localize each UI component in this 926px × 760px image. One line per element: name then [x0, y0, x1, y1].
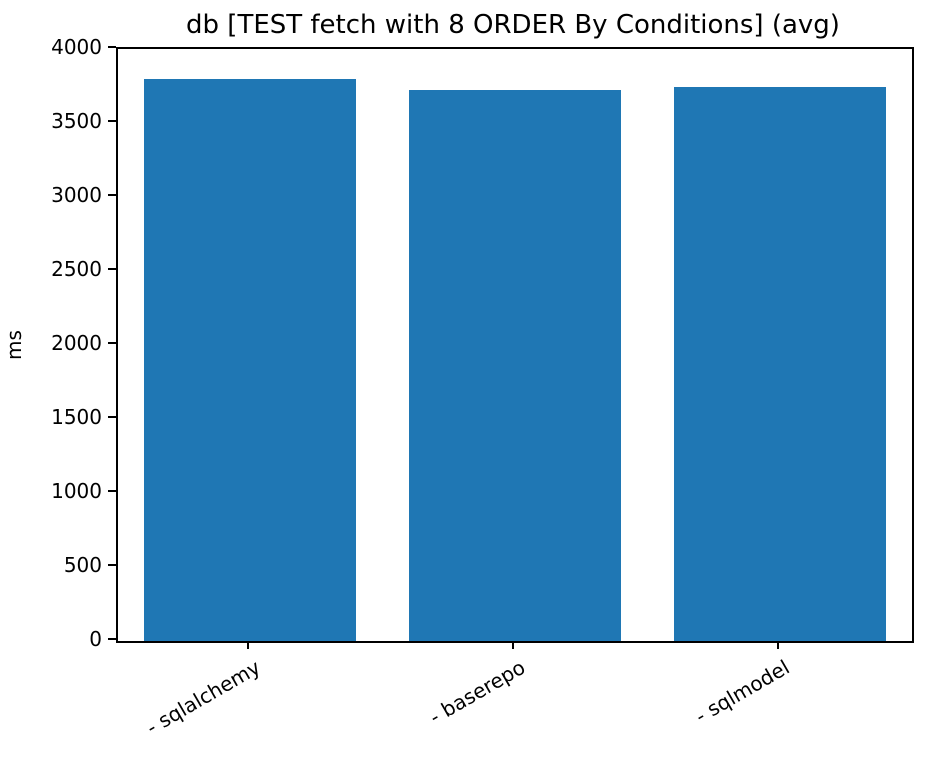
bar: [409, 90, 621, 641]
y-tick-mark: [108, 342, 116, 344]
y-tick-mark: [108, 416, 116, 418]
y-tick-label: 1500: [51, 405, 102, 429]
x-tick-mark: [247, 641, 249, 649]
y-tick-label: 2500: [51, 257, 102, 281]
y-tick-label: 500: [63, 553, 102, 577]
y-tick-mark: [108, 120, 116, 122]
y-tick-mark: [108, 194, 116, 196]
x-tick-mark: [777, 641, 779, 649]
y-tick-label: 2000: [51, 331, 102, 355]
y-tick-label: 1000: [51, 479, 102, 503]
bar: [144, 79, 356, 641]
y-tick-label: 3000: [51, 183, 102, 207]
y-tick-mark: [108, 490, 116, 492]
y-tick-label: 0: [89, 627, 102, 651]
chart-title: db [TEST fetch with 8 ORDER By Condition…: [186, 10, 840, 40]
y-tick-mark: [108, 638, 116, 640]
y-tick-label: 4000: [51, 35, 102, 59]
x-tick-label: - sqlalchemy: [141, 655, 264, 740]
y-tick-mark: [108, 46, 116, 48]
bar: [674, 87, 886, 641]
x-tick-label: - baserepo: [424, 655, 529, 729]
plot-area: [116, 47, 914, 643]
y-tick-mark: [108, 564, 116, 566]
x-tick-label: - sqlmodel: [691, 655, 794, 729]
y-tick-mark: [108, 268, 116, 270]
y-tick-label: 3500: [51, 109, 102, 133]
x-tick-mark: [512, 641, 514, 649]
